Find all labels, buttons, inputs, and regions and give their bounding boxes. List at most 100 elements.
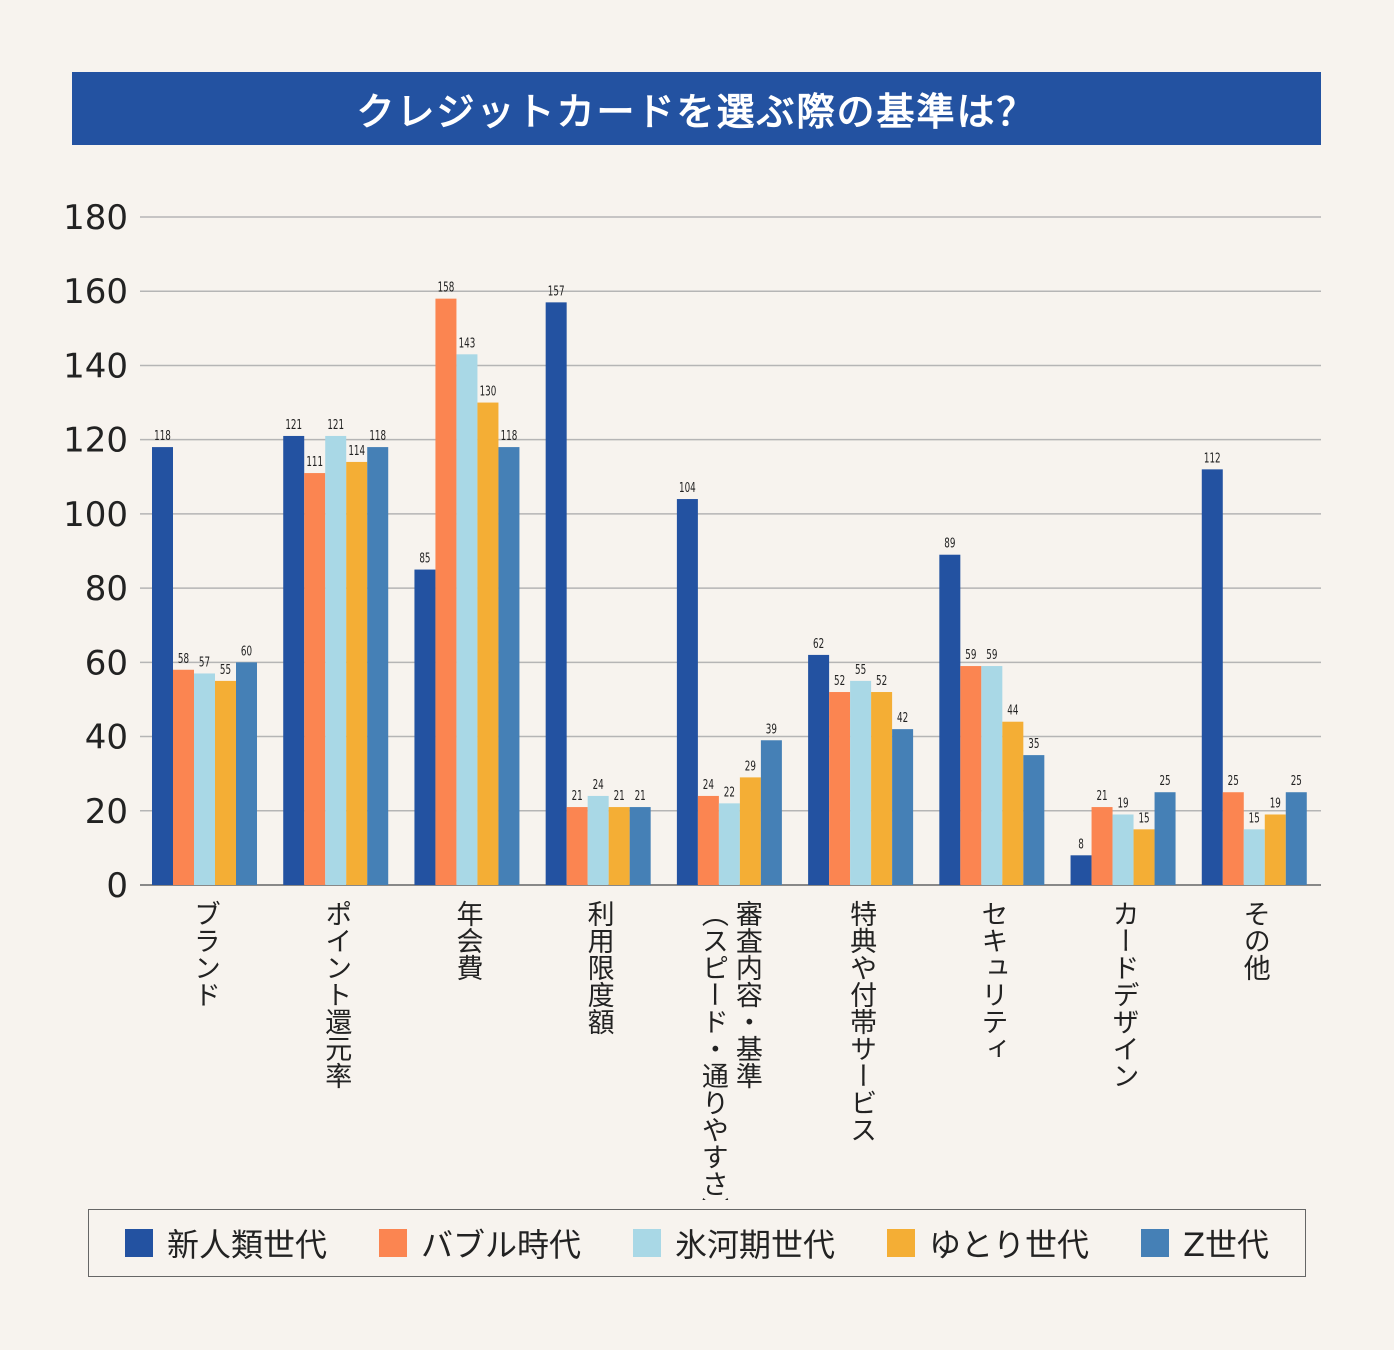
legend-label: バブル時代 — [421, 1226, 582, 1264]
data-label: 62 — [813, 635, 824, 651]
bar — [1243, 829, 1265, 885]
data-label: 21 — [635, 788, 646, 804]
legend-swatch — [379, 1229, 408, 1257]
bar — [414, 569, 436, 885]
y-tick-label: 60 — [85, 643, 128, 683]
x-tick-label: 年会費 — [451, 900, 482, 981]
data-label: 52 — [876, 673, 887, 689]
y-tick-label: 180 — [63, 198, 128, 238]
data-label: 121 — [285, 417, 302, 433]
data-label: 158 — [438, 279, 455, 295]
data-label: 58 — [178, 650, 189, 666]
data-label: 15 — [1249, 810, 1260, 826]
legend-item: ゆとり世代 — [887, 1220, 1089, 1266]
data-label: 21 — [1096, 788, 1107, 804]
x-tick-label: （スピード・通りやすさ） — [697, 900, 729, 1200]
bar — [545, 302, 567, 885]
data-label: 143 — [459, 335, 476, 351]
bar — [215, 680, 236, 885]
data-label: 111 — [306, 454, 323, 470]
bar — [850, 680, 872, 885]
bar — [1070, 855, 1092, 885]
bar — [367, 447, 389, 885]
data-label: 24 — [703, 776, 714, 792]
data-label: 60 — [241, 643, 252, 659]
data-label: 85 — [419, 550, 430, 566]
data-label: 29 — [745, 758, 756, 774]
x-tick-label: ポイント還元率 — [320, 900, 352, 1089]
data-label: 25 — [1291, 773, 1302, 789]
bar — [676, 499, 698, 885]
bar — [304, 473, 326, 885]
data-label: 39 — [766, 721, 777, 737]
data-label: 130 — [480, 383, 497, 399]
bar — [1285, 792, 1307, 885]
data-label: 57 — [199, 654, 210, 670]
bar — [173, 669, 194, 885]
x-tick-label: 特典や付帯サービス — [845, 900, 877, 1143]
bar — [456, 354, 478, 885]
x-tick-label: カードデザイン — [1108, 900, 1139, 1089]
bar — [152, 447, 173, 885]
data-label: 59 — [986, 647, 997, 663]
data-label: 89 — [944, 535, 955, 551]
legend-label: 氷河期世代 — [675, 1226, 836, 1264]
bar — [629, 807, 651, 885]
data-label: 114 — [348, 442, 365, 458]
y-tick-label: 140 — [63, 346, 128, 386]
bar — [760, 740, 782, 885]
bar — [739, 777, 761, 885]
data-label: 21 — [614, 788, 625, 804]
bar — [829, 692, 851, 885]
legend-swatch — [1141, 1229, 1170, 1257]
bar — [283, 435, 305, 885]
x-tick-label: 審査内容・基準 — [731, 900, 763, 1089]
y-tick-label: 160 — [63, 272, 128, 312]
x-tick-label: ブランド — [189, 900, 220, 1008]
legend: 新人類世代 バブル時代 氷河期世代 ゆとり世代 Z世代 — [88, 1209, 1306, 1277]
bar — [1201, 469, 1223, 885]
y-tick-label: 20 — [85, 792, 128, 832]
legend-label: ゆとり世代 — [929, 1226, 1090, 1264]
bar — [960, 666, 982, 885]
legend-label: Z世代 — [1183, 1226, 1269, 1264]
data-label: 8 — [1078, 836, 1084, 852]
data-label: 55 — [855, 661, 866, 677]
x-tick-label: その他 — [1239, 900, 1271, 981]
bar — [236, 662, 257, 885]
data-label: 25 — [1228, 773, 1239, 789]
legend-label: 新人類世代 — [167, 1226, 328, 1264]
legend-item: バブル時代 — [379, 1220, 581, 1266]
bar — [1154, 792, 1176, 885]
data-label: 59 — [965, 647, 976, 663]
data-label: 42 — [897, 710, 908, 726]
data-label: 44 — [1007, 702, 1018, 718]
bar — [1133, 829, 1155, 885]
y-tick-label: 100 — [63, 495, 128, 535]
x-tick-label: セキュリティ — [976, 900, 1007, 1062]
bar — [346, 461, 368, 885]
bar — [325, 435, 347, 885]
data-label: 52 — [834, 673, 845, 689]
bar — [1002, 721, 1024, 885]
bar — [608, 807, 630, 885]
data-label: 118 — [501, 428, 518, 444]
bar — [435, 298, 457, 886]
bar — [697, 795, 719, 885]
y-tick-label: 80 — [85, 569, 128, 609]
bar — [892, 729, 914, 885]
legend-swatch — [125, 1229, 153, 1257]
bar — [718, 803, 740, 885]
bar — [981, 666, 1003, 885]
legend-swatch — [887, 1229, 916, 1257]
bar — [477, 402, 499, 885]
data-label: 25 — [1159, 773, 1170, 789]
bar — [1222, 792, 1244, 885]
data-label: 118 — [369, 428, 386, 444]
bar — [566, 807, 588, 885]
chart-title: クレジットカードを選ぶ際の基準は？ — [72, 72, 1321, 145]
data-label: 35 — [1028, 736, 1039, 752]
data-label: 157 — [548, 283, 565, 299]
legend-swatch — [633, 1229, 662, 1257]
y-tick-label: 0 — [106, 866, 128, 906]
